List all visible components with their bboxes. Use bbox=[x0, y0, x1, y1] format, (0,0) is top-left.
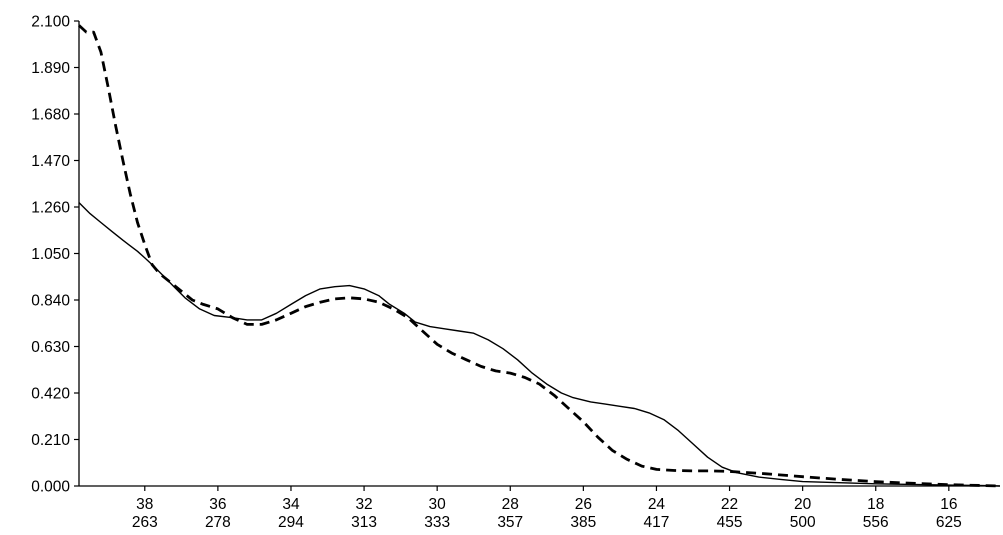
x-tick-label-secondary: 357 bbox=[497, 514, 523, 531]
x-tick-label-secondary: 455 bbox=[717, 514, 743, 531]
y-tick-label: 1.050 bbox=[31, 246, 70, 263]
x-tick-label: 24 bbox=[648, 496, 666, 513]
y-tick-label: 0.210 bbox=[31, 432, 70, 449]
x-tick-label: 18 bbox=[867, 496, 884, 513]
x-tick-label-secondary: 278 bbox=[205, 514, 231, 531]
series-line-dashed bbox=[78, 24, 1001, 488]
x-tick-label: 36 bbox=[209, 496, 226, 513]
x-tick-label-secondary: 294 bbox=[278, 514, 304, 531]
x-tick-label-secondary: 385 bbox=[570, 514, 596, 531]
series-line-solid bbox=[78, 202, 1001, 487]
x-tick-label: 32 bbox=[355, 496, 372, 513]
x-tick-label: 28 bbox=[502, 496, 519, 513]
y-tick-label: 2.100 bbox=[31, 14, 70, 31]
y-tick-label: 0.420 bbox=[31, 386, 70, 403]
x-tick-label-secondary: 333 bbox=[424, 514, 450, 531]
x-tick-label-secondary: 556 bbox=[863, 514, 889, 531]
y-tick-label: 1.890 bbox=[31, 60, 70, 77]
x-tick-label: 26 bbox=[575, 496, 592, 513]
x-tick-label-secondary: 417 bbox=[644, 514, 670, 531]
x-tick-label-secondary: 313 bbox=[351, 514, 377, 531]
x-tick-label: 34 bbox=[282, 496, 300, 513]
y-tick-label: 1.470 bbox=[31, 153, 70, 170]
x-tick-label: 22 bbox=[721, 496, 738, 513]
x-tick-label: 38 bbox=[136, 496, 153, 513]
x-tick-label: 20 bbox=[794, 496, 812, 513]
y-tick-label: 0.000 bbox=[31, 479, 70, 496]
x-tick-label-secondary: 500 bbox=[790, 514, 816, 531]
x-tick-label-secondary: 263 bbox=[132, 514, 158, 531]
x-tick-label-secondary: 625 bbox=[936, 514, 962, 531]
y-tick-label: 0.630 bbox=[31, 339, 70, 356]
y-axis: 0.000 0.210 0.420 0.630 0.840 1.050 1.260 1.470… bbox=[31, 14, 80, 496]
x-tick-label: 16 bbox=[940, 496, 957, 513]
x-tick-label: 30 bbox=[429, 496, 447, 513]
y-tick-label: 1.680 bbox=[31, 107, 70, 124]
series-layer bbox=[78, 24, 1001, 488]
y-tick-label: 0.840 bbox=[31, 293, 70, 310]
y-tick-label: 1.260 bbox=[31, 200, 70, 217]
